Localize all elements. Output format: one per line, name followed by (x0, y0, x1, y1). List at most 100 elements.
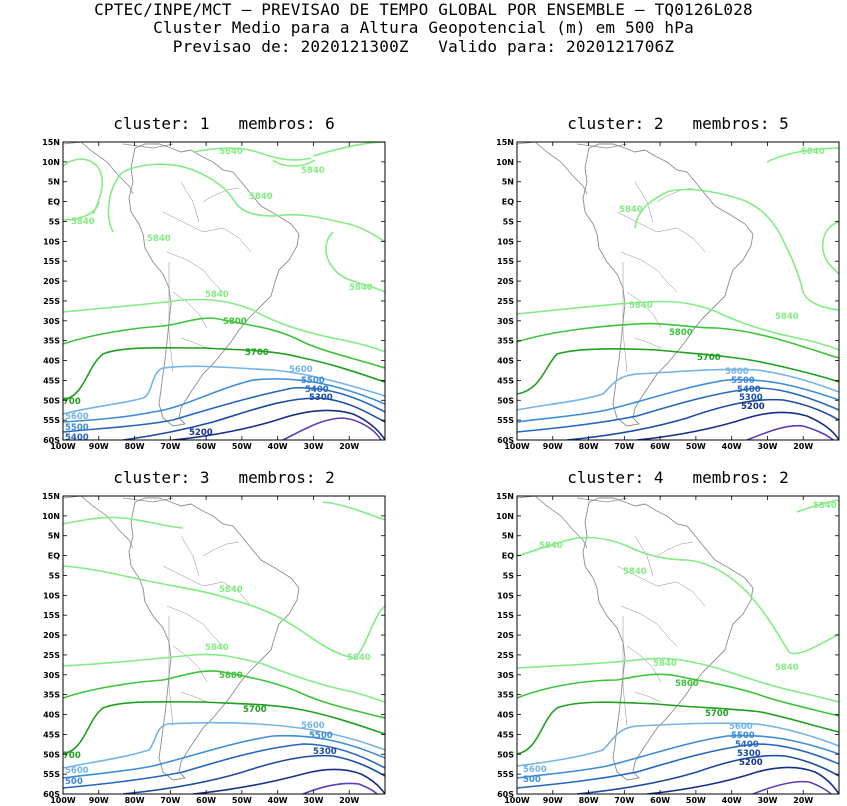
contour-label: 5700 (243, 705, 267, 715)
panel-1-title: cluster: 1 membros: 6 (113, 114, 335, 133)
contour-5500 (517, 378, 839, 423)
lon-tick-label: 70W (160, 796, 180, 805)
lat-tick-label: 55S (497, 416, 514, 425)
contour-5700 (517, 701, 839, 755)
country-border (168, 262, 174, 373)
lon-tick-label: 60W (196, 796, 216, 805)
lon-tick-label: 50W (686, 796, 706, 805)
country-border (620, 251, 678, 293)
lat-tick-label: 5S (49, 571, 61, 580)
contour-label: 5840 (539, 541, 563, 551)
country-border (166, 251, 224, 293)
contour-5300 (576, 754, 839, 794)
lat-tick-label: 15N (496, 492, 514, 501)
country-border (180, 691, 208, 703)
lat-tick-label: 35S (497, 337, 514, 346)
lon-tick-label: 30W (303, 442, 323, 451)
contour-5300 (122, 397, 385, 440)
contour-5800 (63, 670, 385, 719)
contour-label: 5600 (65, 766, 89, 776)
lat-tick-label: 40S (43, 357, 60, 366)
contour-label: 5700 (697, 353, 721, 363)
contour-5100 (302, 782, 378, 794)
contour-5300 (566, 398, 839, 440)
lat-tick-label: 10S (43, 237, 60, 246)
lon-tick-label: 90W (89, 442, 109, 451)
lat-tick-label: 10N (42, 158, 60, 167)
lat-tick-label: 25S (43, 651, 60, 660)
map-frame (62, 141, 386, 441)
country-border (622, 616, 628, 727)
contour-5700 (63, 700, 385, 755)
lat-tick-label: 15S (43, 611, 60, 620)
contour-label: 5500 (301, 376, 325, 386)
lat-tick-label: 5N (48, 178, 60, 187)
contour-label: 5840 (801, 147, 825, 157)
contour-label: 5840 (249, 192, 273, 202)
contour-label: 5800 (669, 328, 693, 338)
panel-1-map: 5840584058405840584058405840580057007005… (42, 138, 386, 451)
lat-tick-label: 55S (43, 770, 60, 779)
contour-label: 5400 (735, 740, 759, 750)
contour-label: 5700 (245, 348, 269, 358)
contour-label: 5200 (739, 758, 763, 768)
contour-label: 5500 (65, 423, 89, 433)
country-border (634, 337, 662, 349)
contour-label: 5840 (619, 205, 643, 215)
country-border (626, 291, 662, 329)
lat-tick-label: 35S (497, 691, 514, 700)
lon-tick-label: 90W (543, 796, 563, 805)
contour-label: 5840 (629, 301, 653, 311)
lat-tick-label: 20S (497, 631, 514, 640)
country-border (634, 691, 662, 703)
lon-tick-label: 40W (268, 796, 288, 805)
lat-tick-label: 40S (497, 357, 514, 366)
lon-tick-label: 80W (125, 442, 145, 451)
panel-4-title: cluster: 4 membros: 2 (567, 468, 789, 487)
lon-tick-label: 30W (757, 796, 777, 805)
country-border (656, 541, 694, 557)
contour-label: 5700 (705, 709, 729, 719)
contour-5600 (517, 722, 839, 767)
country-border (162, 211, 252, 253)
contour-label: 5840 (71, 217, 95, 227)
lat-tick-label: 20S (43, 277, 60, 286)
contour-label: 5600 (301, 721, 325, 731)
contour-label: 5600 (523, 765, 547, 775)
lat-tick-label: 55S (43, 416, 60, 425)
contour-label: 5840 (347, 653, 371, 663)
lat-tick-label: 10S (497, 237, 514, 246)
coastline-central-america (63, 142, 134, 195)
contour-label: 5300 (313, 747, 337, 757)
subtitle-variable: Cluster Medio para a Altura Geopotencial… (153, 18, 694, 37)
lat-tick-label: 10N (496, 158, 514, 167)
lon-tick-label: 70W (614, 796, 634, 805)
coastline-caribbean (576, 143, 628, 149)
contour-5600 (63, 721, 385, 769)
lat-tick-label: 45S (43, 730, 60, 739)
contour-5800 (63, 317, 385, 369)
lat-tick-label: 60S (43, 790, 60, 799)
contour-5600 (517, 368, 839, 411)
coastline-central-america (517, 142, 588, 195)
lat-tick-label: 15N (42, 492, 60, 501)
lon-tick-label: 40W (268, 442, 288, 451)
lon-tick-label: 20W (793, 796, 813, 805)
contour-label: 500 (523, 775, 541, 785)
lon-tick-label: 30W (757, 442, 777, 451)
contour-5200 (636, 411, 839, 440)
lon-tick-label: 50W (686, 442, 706, 451)
lon-tick-label: 80W (579, 796, 599, 805)
contour-label: 5800 (223, 317, 247, 327)
lon-tick-label: 40W (722, 442, 742, 451)
lat-tick-label: 40S (43, 711, 60, 720)
contour-5200 (192, 768, 385, 794)
lat-tick-label: 35S (43, 691, 60, 700)
contour-5400 (517, 743, 839, 789)
contour-label: 5800 (675, 679, 699, 689)
lon-tick-label: 20W (339, 442, 359, 451)
contour-label: 5400 (305, 385, 329, 395)
contour-5700 (517, 348, 839, 395)
country-border (634, 535, 654, 577)
lat-tick-label: 5N (502, 178, 514, 187)
